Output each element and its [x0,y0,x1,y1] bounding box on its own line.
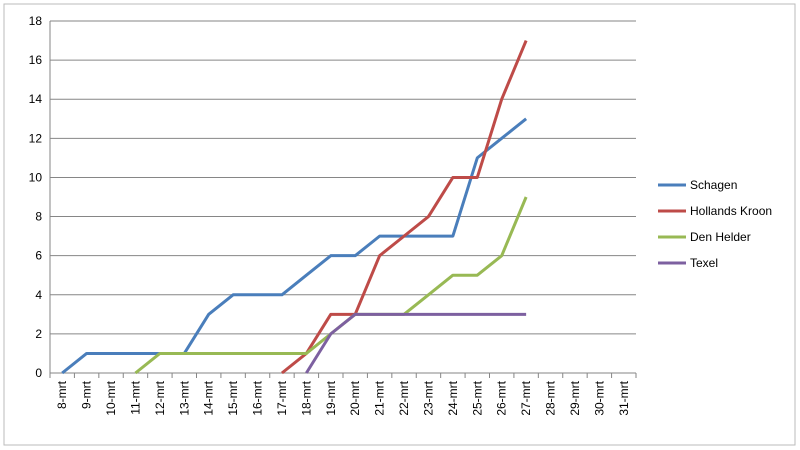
legend-label: Hollands Kroon [690,204,772,218]
y-tick-label: 12 [29,131,43,145]
x-tick-label: 13-mrt [177,380,191,415]
legend-label: Schagen [690,178,737,192]
x-tick-label: 11-mrt [128,380,142,414]
series-line [305,312,527,374]
x-tick-label: 29-mrt [568,380,582,415]
y-tick-label: 8 [35,210,42,224]
x-tick-label: 12-mrt [153,380,167,415]
x-tick-label: 28-mrt [544,380,558,415]
x-tick-label: 9-mrt [80,380,94,409]
x-tick-label: 19-mrt [324,380,338,415]
x-tick-label: 8-mrt [55,380,69,409]
y-tick-label: 2 [35,327,42,341]
y-tick-label: 10 [29,170,43,184]
x-tick-label: 16-mrt [251,380,265,415]
x-tick-label: 17-mrt [275,380,289,415]
x-tick-label: 31-mrt [617,380,631,415]
series-line [281,39,528,375]
x-tick-label: 24-mrt [446,380,460,415]
y-tick-label: 14 [29,92,43,106]
legend-label: Den Helder [690,230,751,244]
chart-border [3,3,796,446]
y-tick-label: 16 [29,53,43,67]
x-tick-label: 23-mrt [421,380,435,415]
y-tick-label: 6 [35,249,42,263]
x-tick-label: 20-mrt [348,380,362,415]
x-tick-label: 25-mrt [470,380,484,415]
y-tick-label: 4 [35,288,42,302]
x-tick-label: 14-mrt [202,380,216,415]
x-tick-label: 22-mrt [397,380,411,415]
x-tick-label: 26-mrt [495,380,509,415]
x-tick-label: 15-mrt [226,380,240,415]
x-tick-label: 21-mrt [373,380,387,415]
legend-label: Texel [690,256,718,270]
x-tick-label: 27-mrt [519,380,533,415]
x-tick-label: 10-mrt [104,380,118,415]
series-line [61,117,528,375]
y-tick-label: 18 [29,14,43,28]
y-tick-label: 0 [35,366,42,380]
x-tick-label: 30-mrt [592,380,606,415]
x-tick-label: 18-mrt [299,380,313,415]
